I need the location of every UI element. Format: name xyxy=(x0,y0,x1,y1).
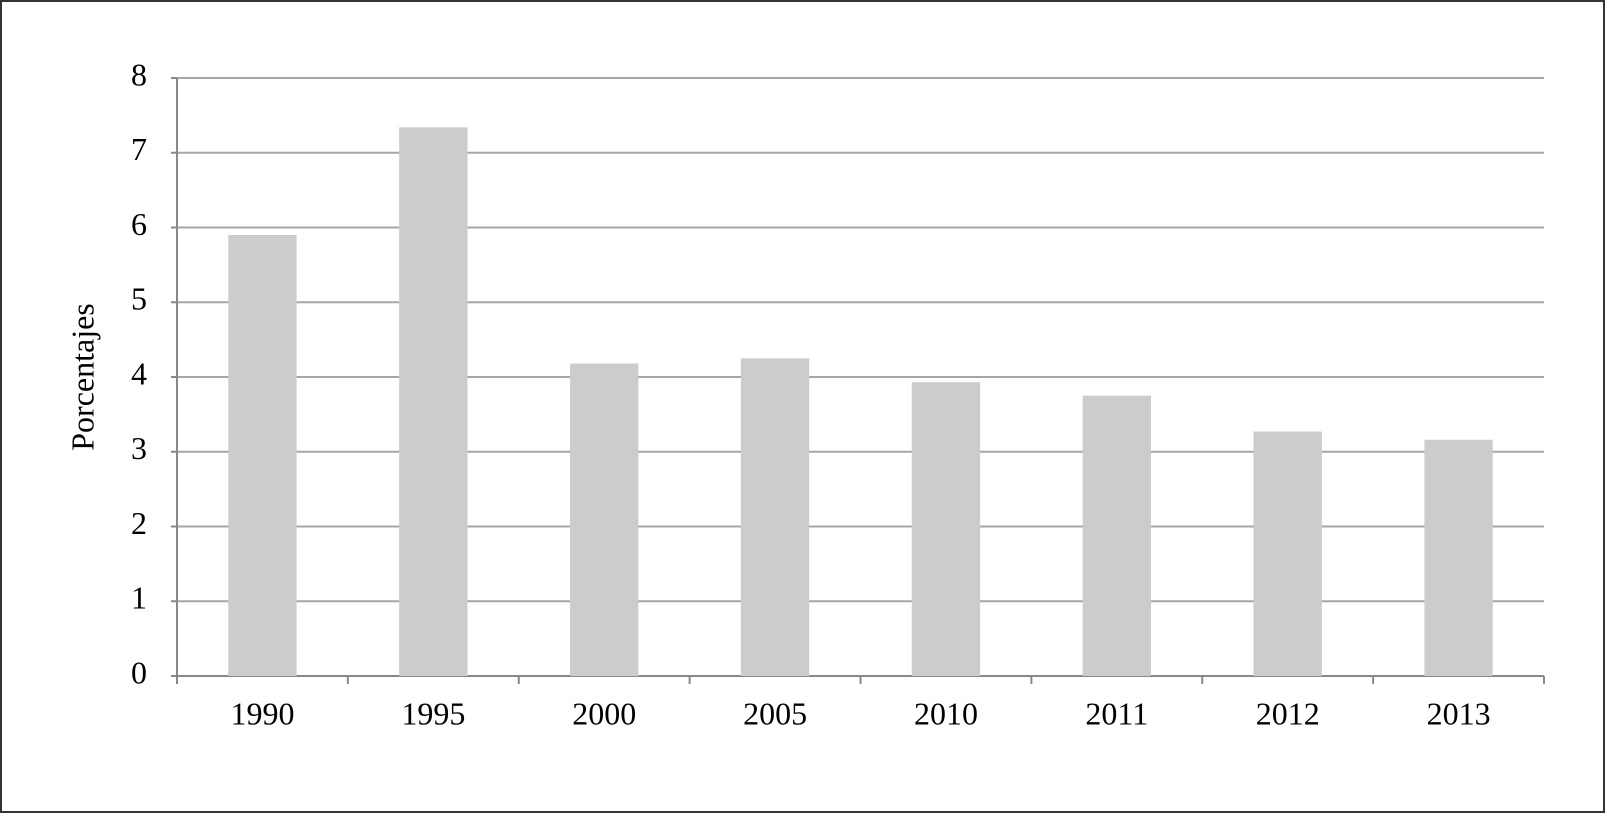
bar xyxy=(740,358,810,676)
y-tick-label: 5 xyxy=(131,281,147,317)
y-tick-label: 2 xyxy=(131,505,147,541)
x-tick-label: 2012 xyxy=(1256,695,1320,731)
bar xyxy=(399,127,468,676)
x-tick-label: 2010 xyxy=(914,695,978,731)
y-tick-label: 7 xyxy=(131,131,147,167)
x-tick-label: 2011 xyxy=(1085,695,1148,731)
y-tick-label: 0 xyxy=(131,654,147,690)
bar xyxy=(1082,395,1151,676)
y-tick-label: 6 xyxy=(131,206,147,242)
bar xyxy=(570,363,639,676)
y-tick-label: 1 xyxy=(131,580,147,616)
bar xyxy=(228,234,297,676)
y-axis-label: Porcentajes xyxy=(64,303,100,451)
bar xyxy=(1424,439,1493,676)
x-tick-label: 2013 xyxy=(1427,695,1491,731)
x-tick-label: 1995 xyxy=(401,695,465,731)
bar xyxy=(1253,431,1322,676)
y-tick-label: 3 xyxy=(131,430,147,466)
y-tick-label: 4 xyxy=(131,355,147,391)
bar xyxy=(911,382,981,676)
x-tick-label: 2000 xyxy=(572,695,636,731)
y-tick-label: 8 xyxy=(131,56,147,92)
x-tick-label: 1990 xyxy=(230,695,294,731)
x-tick-label: 2005 xyxy=(743,695,807,731)
